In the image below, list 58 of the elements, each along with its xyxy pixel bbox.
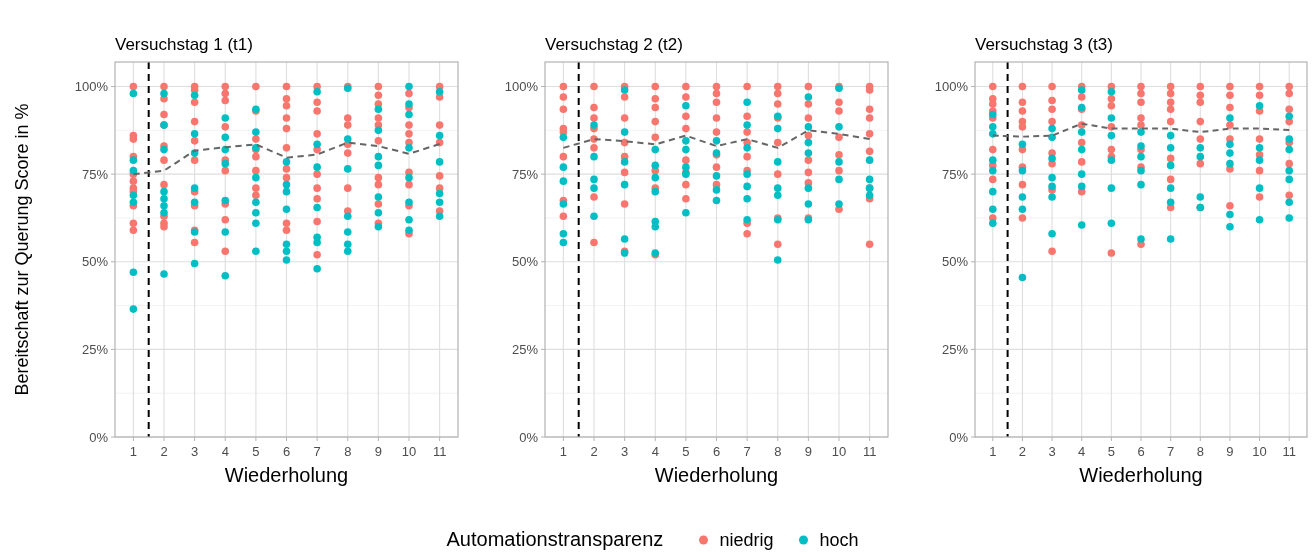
- y-tick-label: 75%: [941, 166, 969, 182]
- x-axis-title: Wiederholung: [1079, 464, 1203, 486]
- x-axis-title: Wiederholung: [654, 464, 779, 486]
- x-tick-label: 11: [1282, 444, 1296, 459]
- x-tick-label: 3: [621, 444, 629, 459]
- x-tick-label: 5: [682, 444, 690, 459]
- y-tick-label: 0%: [519, 429, 539, 445]
- y-tick-label: 0%: [89, 429, 109, 445]
- x-tick-label: 1: [989, 444, 997, 459]
- chart-title: Versuchstag 2 (t2): [545, 35, 683, 54]
- x-tick-label: 9: [374, 444, 382, 459]
- x-tick-label: 7: [313, 444, 321, 459]
- x-tick-label: 10: [401, 444, 417, 459]
- x-tick-label: 9: [804, 444, 812, 459]
- x-tick-label: 10: [831, 444, 847, 459]
- y-tick-label: 0%: [949, 429, 969, 445]
- x-tick-label: 1: [129, 444, 137, 459]
- y-tick-label: 50%: [941, 254, 969, 270]
- x-tick-label: 4: [221, 444, 229, 459]
- y-tick-label: 100%: [74, 79, 109, 95]
- x-tick-label: 11: [862, 444, 877, 459]
- x-tick-label: 3: [191, 444, 199, 459]
- x-tick-label: 9: [1226, 444, 1234, 459]
- x-tick-label: 8: [344, 444, 352, 459]
- y-tick-label: 25%: [81, 341, 109, 357]
- legend-label: hoch: [819, 530, 859, 550]
- x-tick-label: 3: [1048, 444, 1056, 459]
- y-tick-label: 25%: [941, 341, 969, 357]
- legend-label: niedrig: [719, 530, 774, 550]
- x-tick-label: 4: [1078, 444, 1086, 459]
- x-tick-label: 8: [1196, 444, 1204, 459]
- y-tick-label: 50%: [81, 254, 109, 270]
- x-tick-label: 2: [1018, 444, 1027, 459]
- x-tick-label: 1: [559, 444, 567, 459]
- x-tick-label: 7: [1167, 444, 1175, 459]
- x-tick-label: 6: [1137, 444, 1145, 459]
- chart-title: Versuchstag 1 (t1): [115, 35, 253, 54]
- x-tick-label: 4: [651, 444, 659, 459]
- y-tick-label: 75%: [81, 166, 109, 182]
- y-tick-label: 100%: [504, 79, 539, 95]
- x-tick-label: 8: [774, 444, 782, 459]
- y-tick-label: 75%: [511, 166, 539, 182]
- y-axis-title: Bereitschaft zur Querung Score in %: [12, 103, 32, 396]
- x-tick-label: 10: [1252, 444, 1267, 459]
- x-tick-label: 7: [743, 444, 751, 459]
- y-tick-label: 50%: [511, 254, 539, 270]
- x-tick-label: 5: [252, 444, 260, 459]
- x-axis-title: Wiederholung: [224, 464, 349, 486]
- legend-title: Automationstransparenz: [446, 528, 664, 550]
- x-tick-label: 2: [160, 444, 168, 459]
- x-tick-label: 6: [712, 444, 721, 459]
- x-tick-label: 5: [1107, 444, 1115, 459]
- y-tick-label: 25%: [511, 341, 539, 357]
- x-tick-label: 11: [432, 444, 447, 459]
- chart-title: Versuchstag 3 (t3): [975, 35, 1113, 54]
- y-tick-label: 100%: [934, 79, 969, 95]
- x-tick-label: 6: [282, 444, 291, 459]
- x-tick-label: 2: [590, 444, 598, 459]
